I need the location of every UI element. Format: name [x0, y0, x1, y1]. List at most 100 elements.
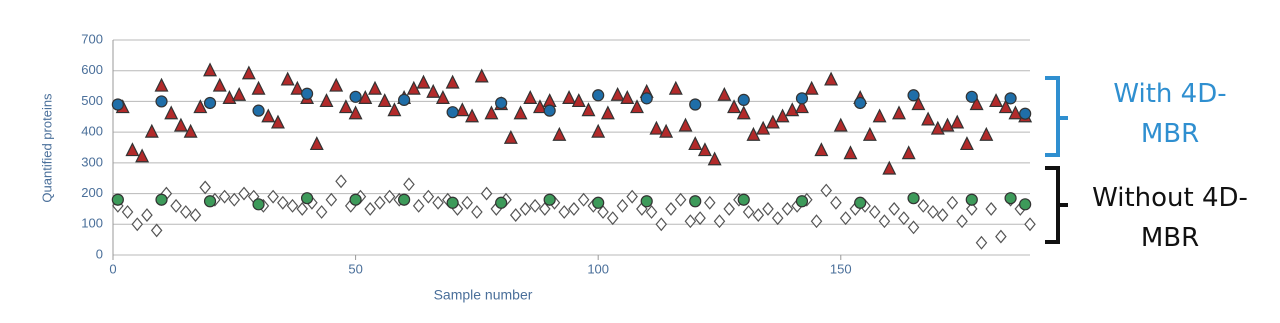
point — [228, 192, 241, 207]
point — [383, 189, 396, 204]
point — [179, 205, 192, 219]
point — [422, 189, 435, 204]
point — [523, 90, 538, 104]
point — [854, 196, 867, 209]
point — [1008, 105, 1023, 120]
point — [839, 211, 852, 226]
point — [349, 90, 362, 103]
point — [183, 123, 198, 138]
y-axis-title: Quantified proteins — [39, 93, 54, 203]
point — [519, 201, 532, 216]
point — [616, 198, 629, 213]
point — [319, 93, 334, 108]
point — [998, 99, 1013, 114]
point — [398, 93, 411, 106]
point — [446, 196, 459, 209]
point — [665, 201, 677, 216]
point — [882, 160, 897, 175]
point — [794, 99, 809, 114]
point — [645, 205, 658, 219]
point — [950, 114, 965, 129]
point — [898, 211, 910, 226]
point — [329, 77, 344, 92]
point — [707, 151, 722, 166]
point — [212, 77, 227, 92]
point — [154, 77, 169, 92]
point — [737, 93, 750, 106]
point — [218, 189, 231, 204]
point — [921, 111, 936, 126]
annotation: Without 4D-MBR — [1092, 183, 1248, 253]
point — [965, 201, 978, 216]
point — [640, 195, 653, 208]
point — [762, 201, 774, 216]
point — [232, 86, 247, 101]
point — [203, 62, 218, 77]
point — [387, 102, 402, 117]
y-tick-label: 400 — [81, 124, 103, 139]
x-tick-label: 0 — [109, 261, 116, 276]
point — [155, 193, 168, 206]
point — [694, 211, 706, 226]
point — [435, 90, 450, 104]
point — [416, 74, 431, 89]
point — [426, 83, 441, 98]
point — [907, 192, 920, 205]
point — [901, 145, 916, 160]
point — [742, 205, 755, 219]
point — [620, 90, 635, 104]
point — [1019, 198, 1032, 211]
point — [689, 195, 702, 208]
point — [558, 205, 571, 219]
point — [592, 89, 605, 102]
point — [474, 68, 489, 83]
point — [125, 142, 140, 157]
point — [241, 65, 256, 80]
point — [335, 174, 347, 189]
point — [795, 195, 809, 208]
point — [222, 90, 237, 104]
point — [199, 180, 211, 195]
point — [358, 90, 373, 104]
point — [170, 198, 182, 213]
bracket — [1045, 76, 1068, 157]
point — [771, 211, 784, 226]
point — [678, 117, 693, 132]
point — [144, 123, 159, 138]
point — [649, 120, 664, 135]
point — [480, 186, 493, 201]
point — [300, 192, 314, 205]
point — [717, 86, 732, 101]
point — [985, 201, 997, 216]
point — [907, 220, 920, 235]
point — [956, 214, 968, 229]
point — [965, 193, 978, 206]
point — [315, 205, 328, 219]
point — [403, 177, 415, 192]
point — [969, 96, 984, 111]
point — [267, 189, 279, 204]
point — [543, 104, 556, 117]
point — [577, 192, 590, 207]
x-tick-label: 150 — [830, 261, 852, 276]
point — [484, 105, 499, 120]
point — [495, 96, 508, 110]
point — [975, 235, 988, 250]
point — [965, 90, 978, 103]
point — [810, 214, 823, 229]
point — [280, 71, 295, 86]
point — [872, 108, 887, 123]
point — [503, 129, 518, 144]
point — [455, 102, 470, 117]
point — [752, 208, 765, 223]
point — [995, 229, 1007, 244]
point — [446, 106, 459, 119]
y-tick-label: 100 — [81, 216, 103, 231]
point — [495, 196, 508, 209]
point — [349, 193, 362, 206]
point — [688, 136, 703, 151]
point — [610, 86, 625, 101]
point — [592, 196, 605, 209]
y-tick-label: 200 — [81, 185, 103, 200]
